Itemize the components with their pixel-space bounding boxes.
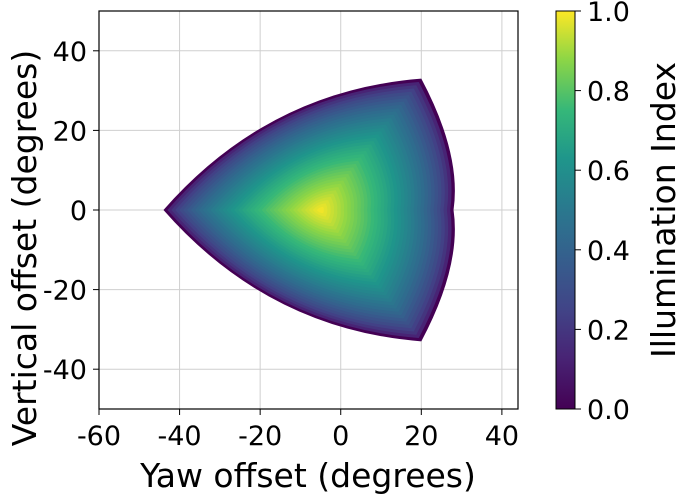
x-tick-label-1: -40: [158, 421, 202, 452]
x-axis-ticks: -60 -40 -20 0 20 40: [77, 409, 519, 452]
colorbar-tick-label-0: 0.0: [587, 395, 630, 426]
colorbar-tick-label-1: 0.2: [587, 315, 630, 346]
x-tick-label-2: -20: [238, 421, 282, 452]
colorbar-label: Illumination Index: [644, 62, 683, 358]
colorbar-tick-label-3: 0.6: [587, 156, 630, 187]
colorbar-ticks: 0.0 0.2 0.4 0.6 0.8 1.0: [575, 0, 630, 426]
y-tick-label-0: -40: [43, 355, 87, 386]
y-tick-label-4: 40: [53, 37, 87, 68]
y-tick-label-3: 20: [53, 116, 87, 147]
colorbar-tick-label-5: 1.0: [587, 0, 630, 28]
y-axis-ticks: -40 -20 0 20 40: [43, 37, 99, 386]
y-tick-label-1: -20: [43, 276, 87, 307]
colorbar-tick-label-4: 0.8: [587, 77, 630, 108]
colorbar: [555, 10, 576, 410]
x-axis-label: Yaw offset (degrees): [139, 456, 476, 495]
x-tick-label-4: 20: [404, 421, 438, 452]
colorbar-tick-label-2: 0.4: [587, 236, 630, 267]
x-tick-label-0: -60: [77, 421, 121, 452]
x-tick-label-3: 0: [332, 421, 349, 452]
x-tick-label-5: 40: [485, 421, 519, 452]
y-tick-label-2: 0: [70, 196, 87, 227]
heatmap-region: [163, 78, 455, 342]
y-axis-label: Vertical offset (degrees): [5, 50, 44, 446]
heat-contour-39: [316, 206, 324, 214]
